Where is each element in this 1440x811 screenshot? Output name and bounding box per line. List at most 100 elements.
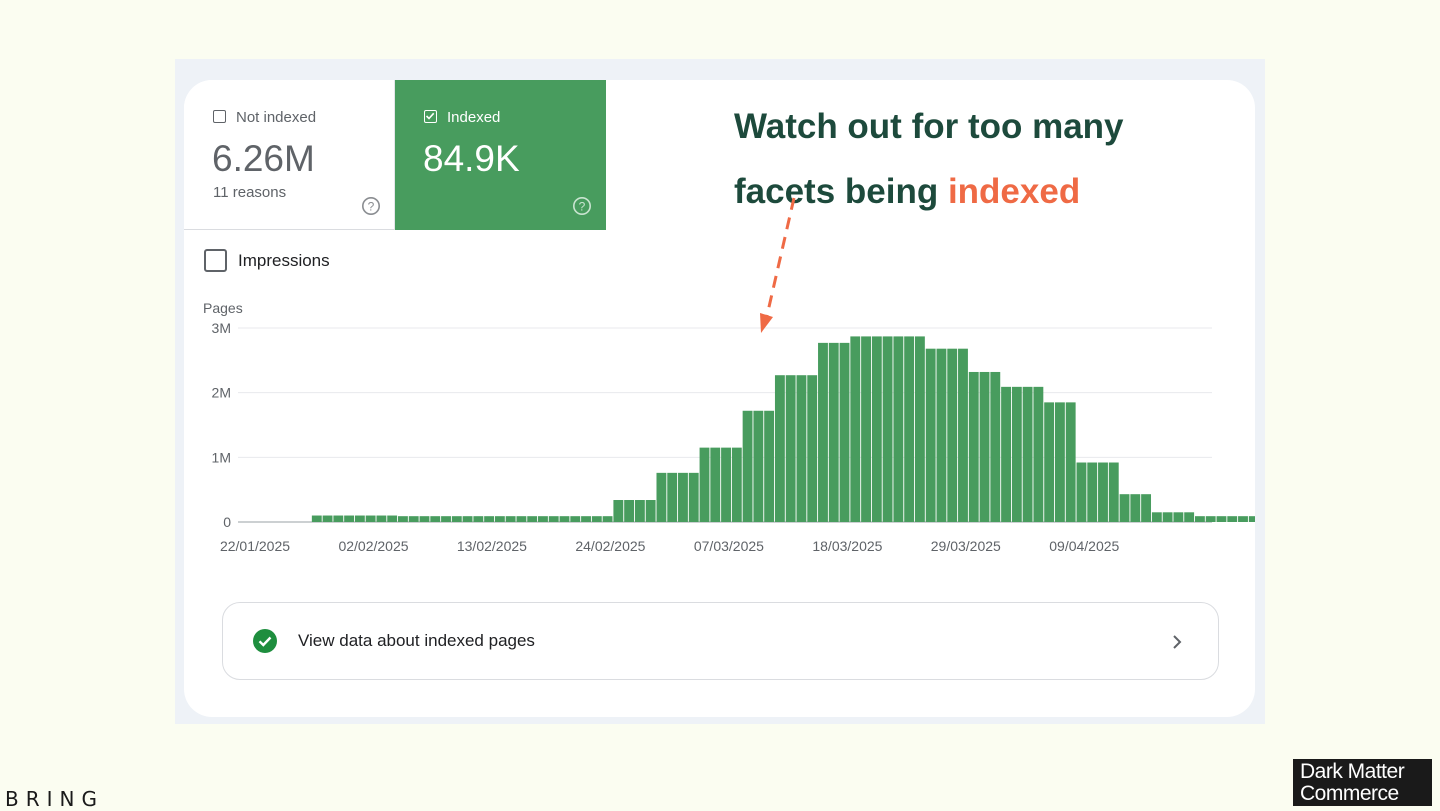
chart-bar[interactable] — [925, 348, 936, 522]
chart-bar[interactable] — [1130, 494, 1141, 522]
chart-bar[interactable] — [311, 515, 322, 522]
chart-bar[interactable] — [1065, 402, 1076, 522]
help-icon[interactable]: ? — [572, 196, 592, 216]
chart-bar[interactable] — [807, 375, 818, 522]
chart-bar[interactable] — [764, 410, 775, 522]
chart-bar[interactable] — [322, 515, 333, 522]
chart-bar[interactable] — [678, 472, 688, 522]
chart-bar[interactable] — [1108, 462, 1119, 522]
chart-bar[interactable] — [1141, 494, 1152, 522]
chart-bar[interactable] — [634, 500, 645, 522]
chart-bar[interactable] — [774, 375, 785, 522]
chart-bar[interactable] — [1194, 516, 1205, 522]
chart-bar[interactable] — [936, 348, 947, 522]
chart-bar[interactable] — [1248, 516, 1255, 522]
chart-bar[interactable] — [753, 410, 764, 522]
index-coverage-card: Not indexed 6.26M 11 reasons ? Indexed 8… — [184, 80, 1255, 717]
chart-bar[interactable] — [1011, 386, 1022, 522]
chart-bar[interactable] — [1098, 462, 1108, 522]
chart-bar[interactable] — [387, 515, 398, 522]
chart-bar[interactable] — [871, 336, 882, 522]
chart-bar[interactable] — [1151, 512, 1162, 522]
chart-bar[interactable] — [484, 516, 495, 522]
chart-bar[interactable] — [419, 516, 430, 522]
chart-bar[interactable] — [1216, 516, 1227, 522]
chart-bar[interactable] — [570, 516, 581, 522]
chart-bar[interactable] — [990, 371, 1001, 522]
chart-bar[interactable] — [365, 515, 376, 522]
chart-bar[interactable] — [828, 342, 839, 522]
chart-bar[interactable] — [333, 515, 344, 522]
chart-bar[interactable] — [979, 371, 990, 522]
chart-bar[interactable] — [645, 500, 656, 522]
chart-bar[interactable] — [624, 500, 635, 522]
chart-bar[interactable] — [473, 516, 484, 522]
chart-bar[interactable] — [882, 336, 893, 522]
chart-bar[interactable] — [914, 336, 925, 522]
chart-bar[interactable] — [1119, 494, 1130, 522]
chart-bar[interactable] — [1162, 512, 1173, 522]
chart-bar[interactable] — [1022, 386, 1033, 522]
chart-bar[interactable] — [699, 447, 710, 522]
chart-bar[interactable] — [839, 342, 850, 522]
chart-bar[interactable] — [430, 516, 441, 522]
chart-bar[interactable] — [1205, 516, 1216, 522]
chart-bar[interactable] — [958, 348, 968, 522]
chart-bar[interactable] — [861, 336, 871, 522]
chart-bar[interactable] — [1054, 402, 1065, 522]
chart-bar[interactable] — [688, 472, 699, 522]
chart-bar[interactable] — [656, 472, 667, 522]
chart-bar[interactable] — [796, 375, 807, 522]
chart-bar[interactable] — [398, 516, 408, 522]
chart-bar[interactable] — [947, 348, 958, 522]
view-indexed-pages-button[interactable]: View data about indexed pages — [222, 602, 1219, 680]
chart-bar[interactable] — [721, 447, 731, 522]
chart-bar[interactable] — [494, 516, 505, 522]
checkbox-icon[interactable] — [213, 110, 226, 123]
chart-bar[interactable] — [731, 447, 742, 522]
impressions-checkbox[interactable] — [204, 249, 227, 272]
chart-bar[interactable] — [968, 371, 979, 522]
chart-bar[interactable] — [818, 342, 828, 522]
chart-bar[interactable] — [505, 516, 516, 522]
logo-line-1: Dark Matter — [1300, 760, 1405, 783]
chart-bar[interactable] — [667, 472, 678, 522]
chart-bar[interactable] — [1227, 516, 1238, 522]
chart-bar[interactable] — [462, 516, 473, 522]
not-indexed-tile[interactable]: Not indexed 6.26M 11 reasons ? — [184, 80, 395, 230]
chart-bar[interactable] — [516, 516, 527, 522]
chart-bar[interactable] — [344, 515, 355, 522]
chart-bar[interactable] — [893, 336, 904, 522]
chart-bar[interactable] — [376, 515, 387, 522]
chart-bar[interactable] — [559, 516, 570, 522]
chart-bar[interactable] — [1033, 386, 1044, 522]
chart-bar[interactable] — [451, 516, 462, 522]
help-icon[interactable]: ? — [361, 196, 381, 216]
chart-bar[interactable] — [581, 516, 591, 522]
chart-bar[interactable] — [1238, 516, 1248, 522]
chart-bar[interactable] — [354, 515, 365, 522]
chart-bar[interactable] — [1184, 512, 1195, 522]
chart-bar[interactable] — [1001, 386, 1011, 522]
chart-bar[interactable] — [548, 516, 559, 522]
chart-bar[interactable] — [538, 516, 548, 522]
chart-bar[interactable] — [1173, 512, 1184, 522]
chart-bar[interactable] — [613, 500, 624, 522]
chart-bar[interactable] — [591, 516, 602, 522]
chart-bar[interactable] — [441, 516, 451, 522]
chart-bar[interactable] — [1087, 462, 1098, 522]
indexed-tile[interactable]: Indexed 84.9K ? — [395, 80, 606, 230]
chart-bar[interactable] — [785, 375, 796, 522]
chart-bar[interactable] — [710, 447, 721, 522]
svg-text:?: ? — [368, 200, 375, 214]
checkbox-checked-icon[interactable] — [424, 110, 437, 123]
chart-bar[interactable] — [408, 516, 419, 522]
chart-bar[interactable] — [904, 336, 915, 522]
logo-line-2: Commerce — [1300, 782, 1399, 805]
chart-bar[interactable] — [527, 516, 538, 522]
chart-bar[interactable] — [602, 516, 613, 522]
chart-bar[interactable] — [742, 410, 753, 522]
chart-bar[interactable] — [1044, 402, 1055, 522]
chart-bar[interactable] — [1076, 462, 1087, 522]
chart-bar[interactable] — [850, 336, 861, 522]
